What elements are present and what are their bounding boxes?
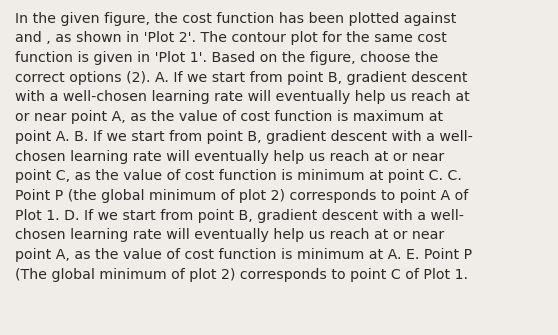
Text: In the given figure, the cost function has been plotted against
and , as shown i: In the given figure, the cost function h…	[15, 11, 473, 282]
